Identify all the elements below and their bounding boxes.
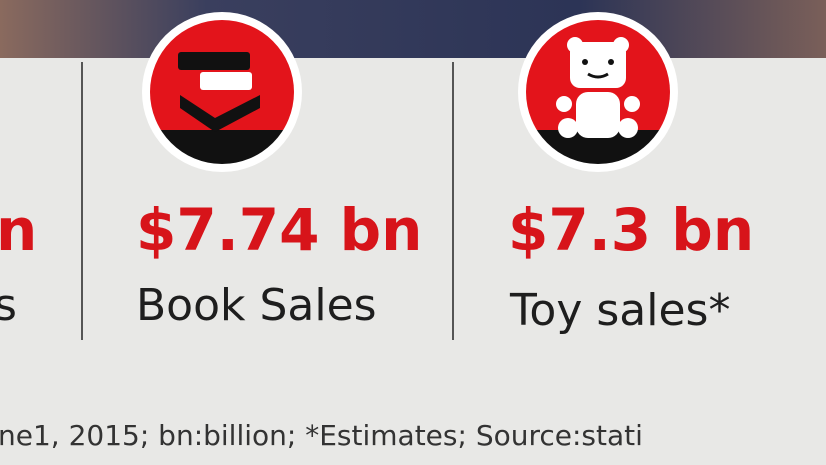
value: $7.3 bn [508,196,754,264]
photo-band [0,0,826,58]
value: n [0,196,37,264]
book-icon [142,12,302,172]
label: Toy sales* [509,285,730,336]
footer: ne1, 2015; bn:billion; *Estimates; Sourc… [0,419,643,452]
label: s [0,280,17,331]
label: Book Sales [136,280,377,331]
value: $7.74 bn [136,196,422,264]
toy-icon [518,12,678,172]
